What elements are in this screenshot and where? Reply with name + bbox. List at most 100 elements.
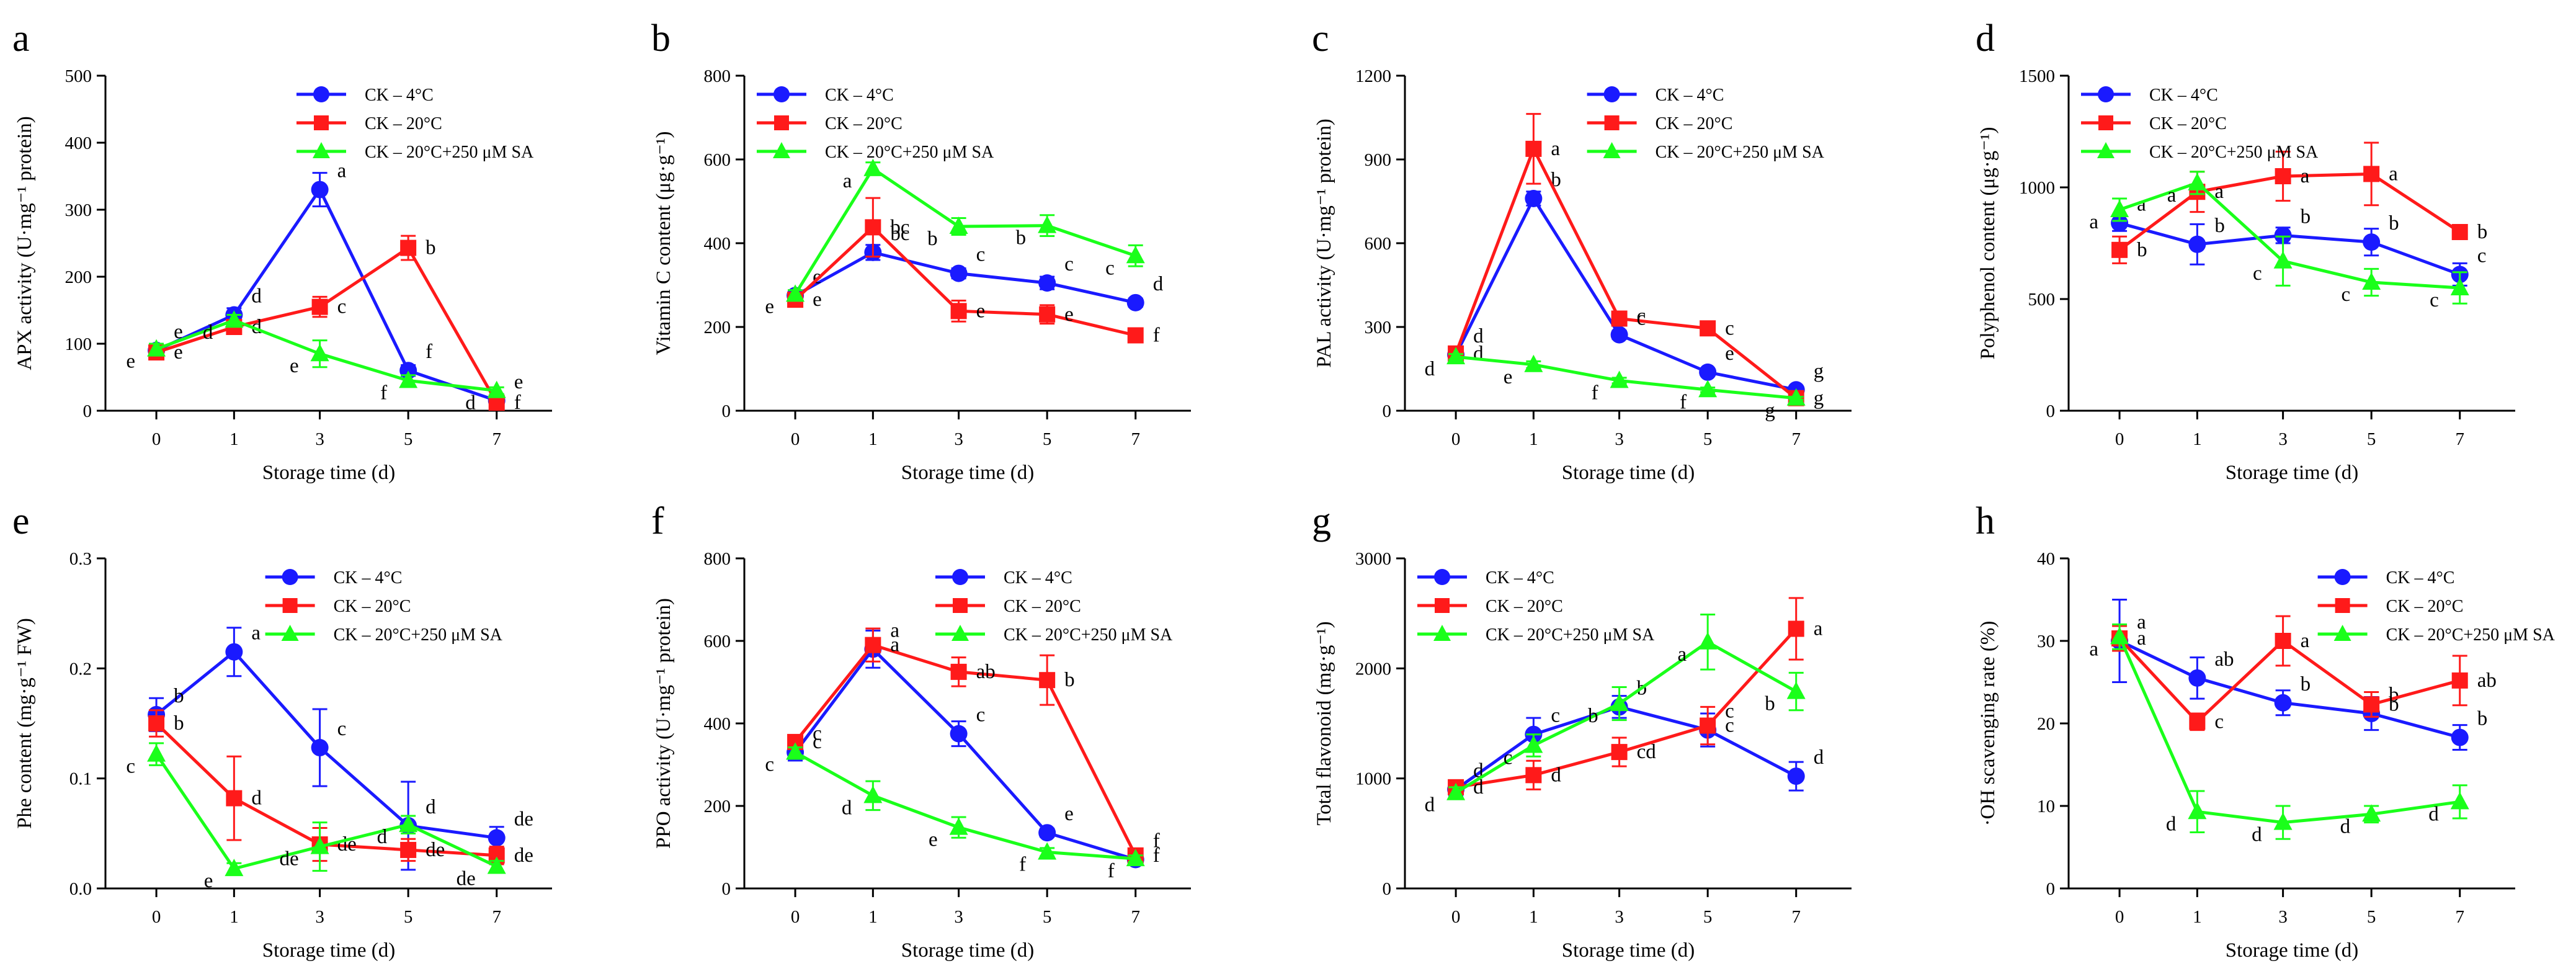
legend-label: CK – 20°C+250 μM SA bbox=[2386, 625, 2556, 645]
significance-letter: c bbox=[2214, 710, 2224, 733]
data-point bbox=[1446, 347, 1466, 365]
x-tick-label: 5 bbox=[404, 429, 413, 449]
data-point bbox=[1525, 767, 1542, 784]
series-2: eab bc bbox=[765, 158, 1145, 318]
legend-item: CK – 20°C bbox=[265, 597, 411, 616]
y-tick-label: 600 bbox=[1365, 234, 1392, 254]
y-tick-label: 400 bbox=[704, 234, 731, 254]
data-point bbox=[863, 785, 883, 803]
data-point bbox=[949, 217, 968, 234]
chart-panel-b: b 0 200 400 600 800 0 1 3 5 7 Storage time (d) Vitam… bbox=[651, 17, 1191, 484]
y-tick-label: 0 bbox=[2046, 879, 2056, 899]
legend-item: CK – 20°C+250 μM SA bbox=[935, 625, 1173, 645]
y-tick-label: 1200 bbox=[1355, 66, 1391, 86]
significance-letter: b bbox=[2214, 215, 2225, 237]
x-tick-label: 3 bbox=[315, 429, 324, 449]
significance-letter: d bbox=[2428, 803, 2439, 825]
significance-letter: c bbox=[765, 754, 774, 776]
significance-letter: f bbox=[1153, 830, 1160, 852]
significance-letter: c bbox=[1637, 308, 1646, 330]
significance-letter: e bbox=[1504, 366, 1513, 388]
y-tick-label: 0.2 bbox=[69, 659, 92, 679]
significance-letter: e bbox=[514, 371, 524, 393]
legend-item: CK – 20°C+250 μM SA bbox=[1587, 142, 1825, 162]
data-point bbox=[1525, 190, 1543, 207]
significance-letter: de bbox=[426, 839, 445, 861]
legend-marker bbox=[2333, 625, 2351, 641]
legend-label: CK – 20°C bbox=[1486, 597, 1563, 616]
significance-letter: d bbox=[2340, 815, 2351, 838]
legend-label: CK – 20°C+250 μM SA bbox=[1486, 625, 1655, 645]
significance-letter: d bbox=[465, 392, 476, 414]
y-tick-label: 30 bbox=[2037, 632, 2055, 651]
significance-letter: d bbox=[1425, 794, 1435, 816]
legend-marker bbox=[773, 142, 790, 158]
data-point bbox=[1787, 767, 1805, 785]
x-tick-label: 1 bbox=[868, 429, 878, 449]
x-tick-label: 5 bbox=[2367, 907, 2376, 927]
x-tick-label: 1 bbox=[2193, 907, 2202, 927]
data-point bbox=[1699, 363, 1717, 381]
legend-marker bbox=[952, 625, 969, 641]
data-point bbox=[2188, 802, 2207, 820]
y-tick-label: 200 bbox=[65, 267, 92, 287]
data-point bbox=[949, 817, 968, 835]
y-axis-title: Vitamin C content (μg·g⁻¹) bbox=[653, 131, 675, 355]
series-0: a ab b b b bbox=[2111, 599, 2487, 751]
data-point bbox=[2189, 713, 2206, 730]
legend-marker bbox=[313, 86, 329, 102]
data-point bbox=[863, 158, 883, 176]
data-point bbox=[786, 742, 805, 760]
data-point bbox=[950, 303, 967, 320]
data-point bbox=[2274, 694, 2292, 712]
panel-letter: d bbox=[1976, 17, 1995, 60]
significance-letter: de bbox=[457, 868, 476, 890]
legend-item: CK – 4°C bbox=[757, 86, 894, 105]
significance-letter: c bbox=[126, 756, 135, 778]
significance-letter: c bbox=[1504, 746, 1513, 769]
y-tick-label: 0.1 bbox=[69, 769, 92, 789]
y-tick-label: 0 bbox=[722, 879, 731, 899]
legend-marker bbox=[282, 598, 298, 613]
data-point bbox=[310, 836, 329, 854]
x-axis-title: Storage time (d) bbox=[262, 939, 395, 962]
x-tick-label: 7 bbox=[492, 429, 501, 449]
data-point bbox=[2362, 804, 2381, 822]
data-point bbox=[399, 370, 418, 388]
data-point bbox=[1700, 320, 1716, 337]
legend-label: CK – 4°C bbox=[2149, 86, 2218, 105]
legend-marker bbox=[2098, 86, 2114, 102]
chart-panel-a: a 0 100 200 300 400 500 0 1 3 5 7 Storage time (d) AP… bbox=[12, 17, 552, 484]
data-point bbox=[1446, 782, 1466, 800]
significance-letter: c bbox=[813, 723, 822, 745]
legend-item: CK – 20°C+250 μM SA bbox=[2317, 625, 2556, 645]
y-tick-label: 300 bbox=[1365, 318, 1392, 338]
panel-letter: g bbox=[1312, 500, 1331, 542]
y-tick-label: 400 bbox=[65, 133, 92, 153]
data-point bbox=[2111, 214, 2129, 232]
data-point bbox=[1698, 380, 1718, 398]
significance-letter: f bbox=[1592, 382, 1598, 404]
significance-letter: c bbox=[337, 296, 347, 318]
significance-letter: c bbox=[2342, 284, 2351, 306]
legend-marker bbox=[1604, 115, 1620, 130]
data-point bbox=[147, 339, 166, 357]
legend-label: CK – 20°C+250 μM SA bbox=[2149, 143, 2319, 162]
legend-item: CK – 4°C bbox=[2081, 86, 2218, 105]
legend-item: CK – 4°C bbox=[296, 86, 434, 105]
data-point bbox=[1127, 327, 1144, 344]
significance-letter: d bbox=[1473, 325, 1484, 347]
x-tick-label: 7 bbox=[2455, 907, 2464, 927]
x-tick-label: 3 bbox=[1615, 907, 1624, 927]
data-point bbox=[225, 643, 243, 661]
y-tick-label: 2000 bbox=[1355, 659, 1391, 679]
legend-item: CK – 20°C bbox=[1587, 114, 1732, 133]
legend-label: CK – 20°C+250 μM SA bbox=[1656, 143, 1825, 162]
significance-letter: c bbox=[1064, 253, 1074, 275]
data-point bbox=[226, 790, 243, 807]
